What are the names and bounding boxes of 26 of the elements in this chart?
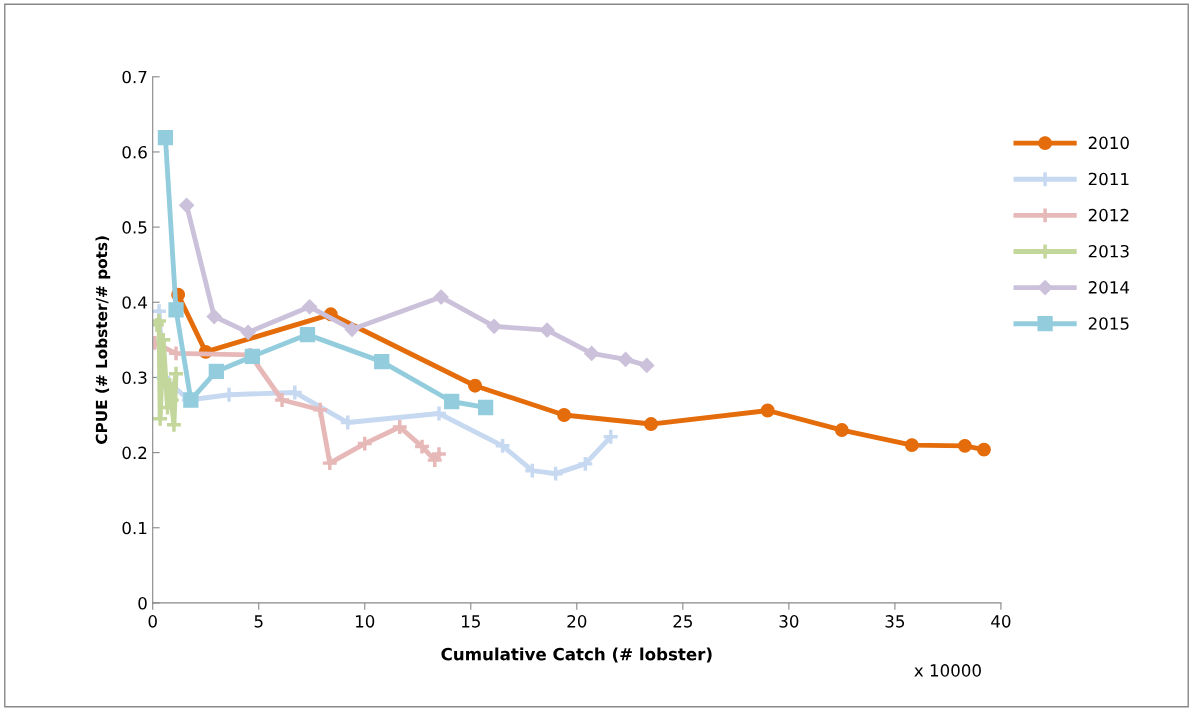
y-tick-label: 0.6	[122, 145, 147, 159]
legend-label: 2014	[1088, 281, 1130, 294]
x-tick-label: 5	[254, 615, 263, 628]
x-axis-title: Cumulative Catch (# lobster)	[441, 647, 712, 663]
y-tick-label: 0.5	[122, 221, 147, 234]
y-axis-title: CPUE (# Lobster/# pots)	[95, 236, 111, 444]
x-tick-label: 15	[462, 615, 480, 628]
legend-label: 2015	[1088, 317, 1129, 330]
y-tick-label: 0	[138, 596, 147, 610]
y-tick-label: 0.7	[122, 70, 147, 84]
y-tick-label: 0.4	[122, 296, 147, 309]
y-tick-label: 0.2	[122, 446, 147, 460]
y-tick-label: 0.1	[122, 521, 147, 535]
legend-label: 2013	[1088, 244, 1129, 258]
legend-label: 2012	[1088, 208, 1129, 222]
x-tick-label: 25	[673, 615, 692, 628]
y-tick-label: 0.3	[122, 371, 147, 385]
x-tick-label: 20	[567, 615, 587, 628]
x-tick-label: 40	[991, 615, 1011, 628]
x-tick-label: 35	[885, 615, 905, 628]
x-tick-label: 0	[148, 615, 157, 628]
legend-label: 2011	[1088, 172, 1129, 186]
x-tick-label: 10	[355, 615, 375, 628]
legend-label: 2010	[1088, 136, 1129, 150]
text: x 10000	[914, 664, 981, 677]
x-tick-label: 30	[779, 615, 799, 628]
